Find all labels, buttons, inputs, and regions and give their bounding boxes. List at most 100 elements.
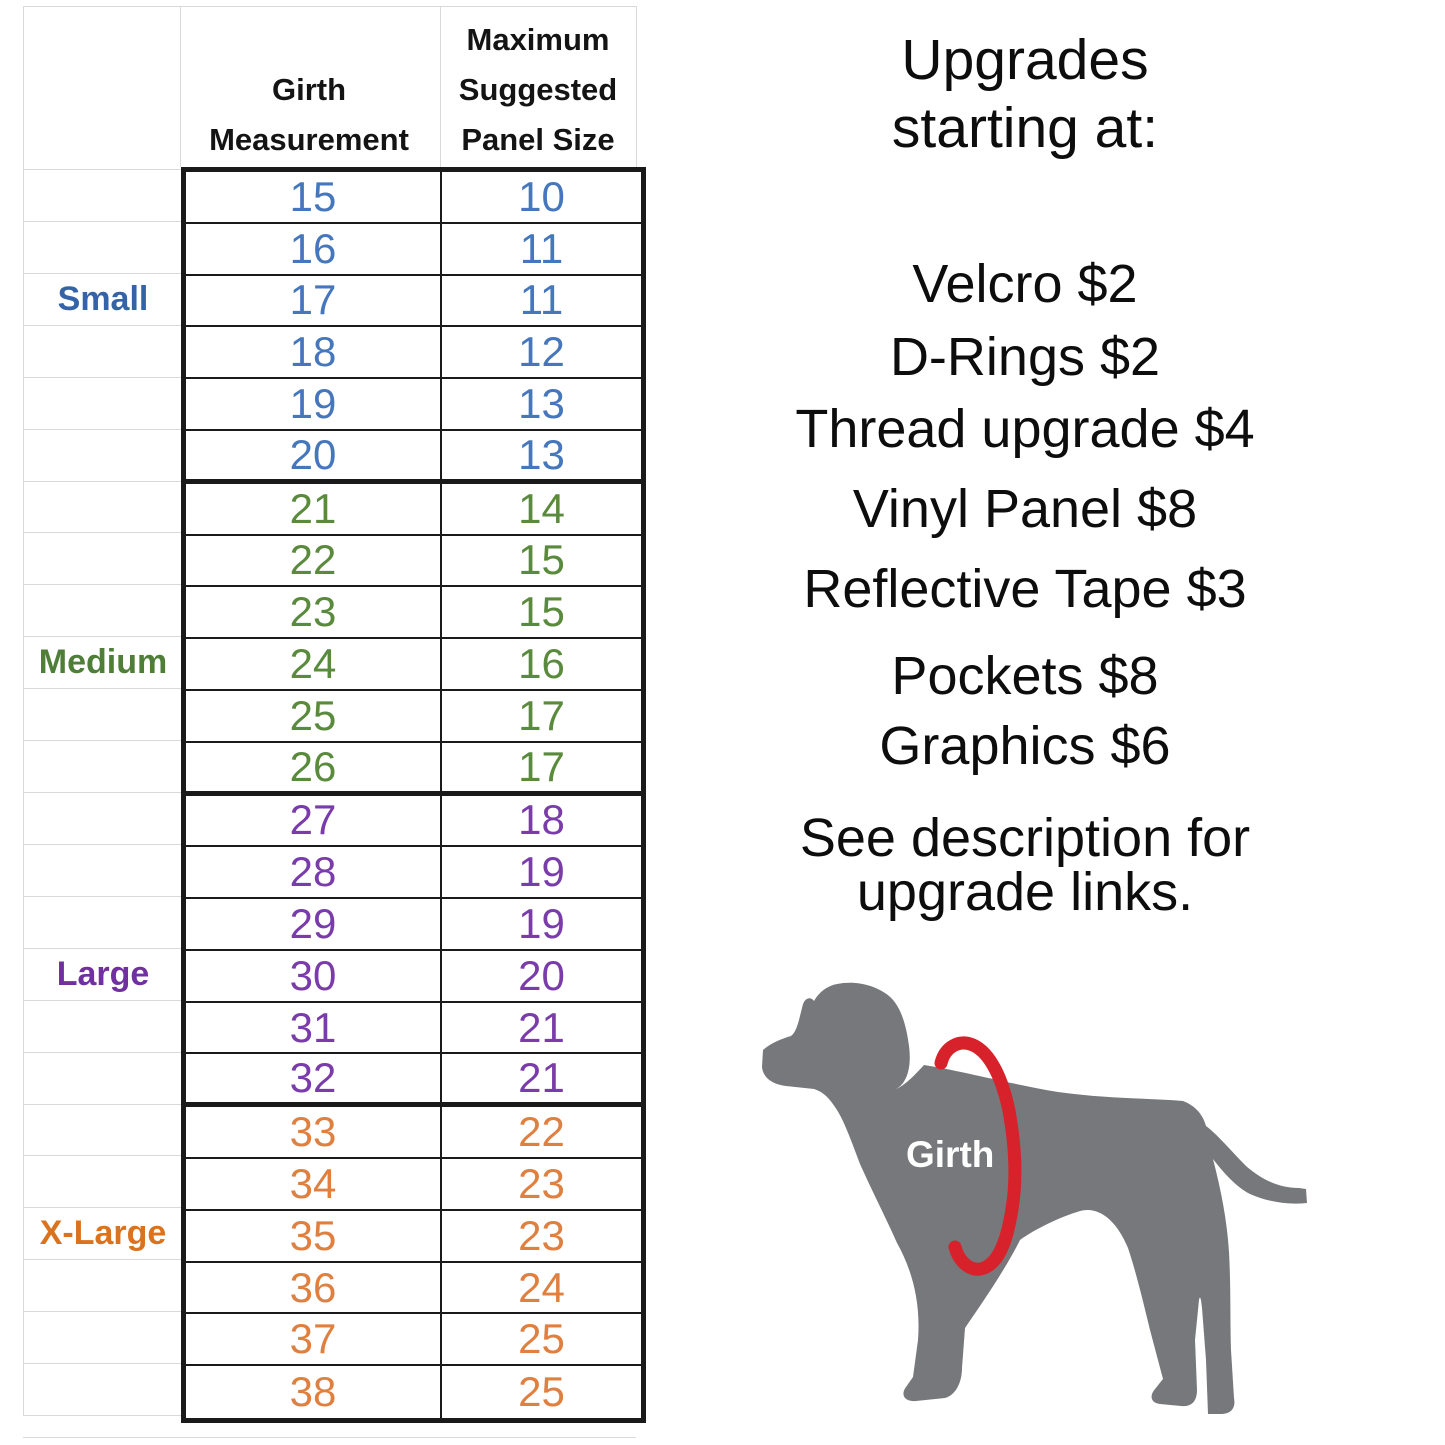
upgrade-item: Velcro $2 bbox=[912, 254, 1138, 314]
size-label-cell bbox=[24, 533, 182, 586]
girth-value-cell: 22 bbox=[186, 535, 442, 588]
girth-value-cell: 33 bbox=[186, 1107, 442, 1160]
size-label-x-large: X-Large bbox=[24, 1208, 182, 1261]
panel-size-value-cell: 10 bbox=[442, 172, 641, 224]
size-label-cell bbox=[24, 1105, 182, 1157]
size-label-cell bbox=[24, 430, 182, 482]
upgrade-item: Pockets $8 bbox=[891, 646, 1159, 706]
panel-size-value-cell: 25 bbox=[518, 1368, 565, 1416]
size-label-cell bbox=[24, 482, 182, 534]
girth-value-cell: 27 bbox=[186, 795, 442, 848]
panel-size-value-cell: 11 bbox=[442, 276, 641, 328]
girth-value-cell: 23 bbox=[186, 587, 442, 640]
panel-size-value-cell: 21 bbox=[442, 1003, 641, 1055]
size-label-cell bbox=[24, 689, 182, 742]
upgrades-title-line1: Upgrades bbox=[901, 28, 1149, 92]
panel-size-value-cell: 18 bbox=[442, 796, 641, 848]
girth-value-cell: 30 bbox=[186, 950, 442, 1003]
girth-value-cell: 38 bbox=[186, 1366, 442, 1418]
girth-value-cell: 34 bbox=[186, 1159, 442, 1211]
upgrades-title-line2: starting at: bbox=[891, 96, 1159, 160]
panel-header-line3: Panel Size bbox=[461, 122, 615, 157]
panel-size-value-cell: 14 bbox=[442, 484, 641, 536]
size-label-cell bbox=[24, 741, 182, 793]
dog-silhouette bbox=[762, 982, 1307, 1414]
girth-value-cell: 16 bbox=[186, 223, 442, 276]
size-label-cell bbox=[24, 845, 182, 897]
sheet-gridline-top bbox=[23, 6, 636, 7]
size-label-cell bbox=[24, 326, 182, 378]
panel-size-value-cell: 22 bbox=[442, 1107, 641, 1160]
size-label-medium: Medium bbox=[24, 637, 182, 690]
panel-size-value-cell: 23 bbox=[442, 1159, 641, 1211]
size-label-cell bbox=[24, 1156, 182, 1209]
panel-size-value-cell: 19 bbox=[442, 847, 641, 900]
panel-size-value-cell: 17 bbox=[442, 743, 641, 796]
panel-size-value-cell: 21 bbox=[442, 1054, 641, 1108]
upgrade-item: Vinyl Panel $8 bbox=[852, 479, 1198, 539]
sheet-gridline-label-top bbox=[23, 169, 181, 170]
girth-label: Girth bbox=[906, 1134, 994, 1175]
sheet-gridline-left bbox=[23, 6, 24, 170]
size-label-cell bbox=[24, 222, 182, 274]
panel-header-line1: Maximum bbox=[466, 22, 610, 57]
panel-size-value-cell: 13 bbox=[442, 431, 641, 484]
girth-value-cell: 35 bbox=[186, 1210, 442, 1263]
size-label-cell bbox=[24, 793, 182, 845]
panel-size-value-cell: 11 bbox=[442, 224, 641, 276]
size-label-small: Small bbox=[24, 274, 182, 326]
girth-value-cell: 20 bbox=[186, 430, 442, 484]
panel-size-value-cell: 23 bbox=[442, 1211, 641, 1263]
size-label-cell bbox=[24, 1364, 182, 1416]
girth-value-cell: 26 bbox=[186, 742, 442, 796]
size-table-grid: 15 10 16 11 17 11 18 12 19 13 20 13 21 14 22 15 23 15 24 16… bbox=[181, 167, 646, 1423]
panel-header-line2: Suggested bbox=[458, 72, 618, 107]
girth-value-cell: 15 bbox=[186, 172, 442, 224]
panel-column-header: Maximum Suggested Panel Size bbox=[440, 8, 636, 165]
girth-ring bbox=[934, 1036, 1022, 1276]
sheet-gridline-bottom bbox=[23, 1437, 636, 1438]
girth-value-cell: 37 bbox=[186, 1314, 442, 1367]
size-label-cell bbox=[24, 1312, 182, 1365]
upgrade-item: Thread upgrade $4 bbox=[795, 399, 1255, 459]
upgrade-item: Reflective Tape $3 bbox=[803, 559, 1247, 619]
size-label-cell bbox=[24, 585, 182, 638]
panel-size-value-cell: 20 bbox=[442, 951, 641, 1003]
dog-girth-diagram: Girth bbox=[762, 982, 1307, 1414]
panel-size-value-cell: 13 bbox=[442, 379, 641, 431]
panel-size-value-cell: 15 bbox=[442, 536, 641, 588]
upgrades-note-line2: upgrade links. bbox=[856, 862, 1194, 922]
sheet-gridline-col-d bbox=[636, 6, 637, 167]
panel-size-value-cell: 25 bbox=[442, 1314, 641, 1367]
size-label-cell bbox=[24, 897, 182, 949]
panel-size-value-cell: 24 bbox=[442, 1263, 641, 1315]
girth-value-cell: 29 bbox=[186, 899, 442, 951]
size-label-column: Small Medium Large X-Large bbox=[23, 170, 182, 1416]
size-label-cell bbox=[24, 1001, 182, 1053]
upgrade-item: D-Rings $2 bbox=[889, 327, 1161, 387]
size-label-cell bbox=[24, 1260, 182, 1313]
girth-value-cell: 32 bbox=[186, 1054, 442, 1108]
girth-value-cell: 21 bbox=[186, 483, 442, 536]
sheet-gridline-col-c bbox=[440, 6, 441, 167]
girth-header-line2: Measurement bbox=[209, 122, 409, 157]
panel-size-value-cell: 15 bbox=[442, 587, 641, 640]
upgrades-panel: Upgrades starting at: Velcro $2 D-Rings $… bbox=[700, 0, 1350, 940]
girth-value-cell: 19 bbox=[186, 379, 442, 431]
girth-value-cell: 17 bbox=[186, 275, 442, 328]
girth-column-header: Girth Measurement bbox=[181, 58, 437, 165]
upgrade-item: Graphics $6 bbox=[879, 716, 1171, 776]
girth-value-cell: 25 bbox=[186, 690, 442, 743]
girth-value-cell: 31 bbox=[186, 1002, 442, 1055]
girth-value-cell: 18 bbox=[186, 327, 442, 380]
size-label-cell bbox=[24, 378, 182, 430]
size-label-cell bbox=[24, 170, 182, 222]
girth-value-cell: 36 bbox=[186, 1262, 442, 1315]
panel-size-value-cell: 19 bbox=[442, 899, 641, 951]
girth-value-cell: 28 bbox=[186, 847, 442, 900]
panel-size-value-cell: 16 bbox=[442, 639, 641, 691]
upgrades-note-line1: See description for bbox=[799, 808, 1251, 868]
size-label-large: Large bbox=[24, 949, 182, 1001]
panel-size-value-cell: 12 bbox=[442, 327, 641, 380]
